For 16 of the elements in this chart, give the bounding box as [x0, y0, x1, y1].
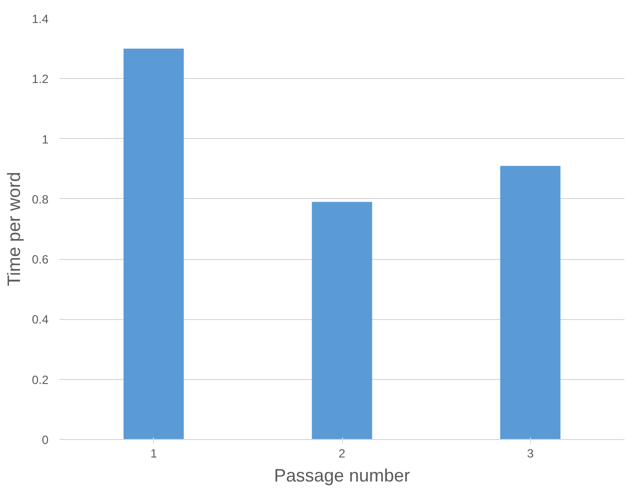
- y-tick-label: 0.8: [32, 192, 49, 206]
- bar: [312, 202, 372, 440]
- y-tick-label: 0: [42, 433, 49, 447]
- y-tick-label: 1.2: [32, 72, 49, 86]
- y-tick-label: 1.4: [32, 12, 49, 26]
- bar: [124, 48, 184, 440]
- x-axis-title: Passage number: [274, 466, 410, 486]
- y-tick-label: 0.6: [32, 252, 49, 267]
- bar: [500, 166, 560, 440]
- y-axis-title: Time per word: [4, 172, 24, 286]
- y-tick-label: 0.4: [32, 312, 49, 327]
- x-tick-label: 3: [526, 446, 534, 460]
- y-tick-label: 0.2: [32, 372, 49, 387]
- y-tick-label: 1: [42, 132, 49, 146]
- x-tick-label: 2: [338, 446, 346, 460]
- x-tick-label: 1: [150, 446, 158, 460]
